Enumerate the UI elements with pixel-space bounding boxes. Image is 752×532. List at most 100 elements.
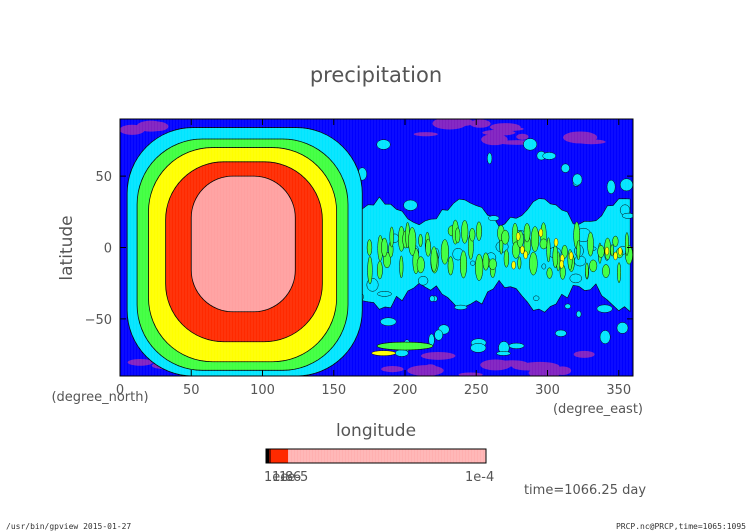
- cyan-cell: [569, 273, 583, 284]
- cyan-cell: [541, 263, 547, 270]
- colorbar-segment: [288, 449, 486, 463]
- green-cell: [475, 253, 484, 281]
- green-cell: [610, 244, 614, 257]
- green-cell: [529, 251, 538, 276]
- colorbar-segment: [266, 449, 269, 463]
- green-cell: [459, 250, 467, 279]
- cyan-cell: [496, 351, 511, 356]
- colorbar: 1e-81e-61e-5 1e-4: [264, 448, 494, 485]
- yellow-cell: [559, 260, 564, 269]
- yellow-cell: [604, 246, 610, 256]
- green-cell: [587, 231, 594, 257]
- green-cell: [447, 256, 454, 276]
- yellow-cell: [538, 228, 543, 238]
- purple-cell: [432, 119, 467, 130]
- plot-area: [119, 118, 634, 377]
- green-cell: [425, 238, 432, 257]
- y-tick-label: −50: [85, 313, 112, 328]
- cyan-cell: [488, 215, 500, 222]
- cyan-cell: [487, 152, 493, 165]
- colorbar-segment: [271, 449, 288, 463]
- south-yellow-tongue: [371, 350, 396, 356]
- cyan-cell: [454, 304, 468, 310]
- green-cell: [416, 256, 425, 274]
- purple-cell: [420, 351, 456, 360]
- x-tick-label: 100: [250, 383, 275, 398]
- green-cell: [625, 232, 629, 256]
- purple-cell: [516, 133, 529, 140]
- purple-cell: [136, 120, 166, 132]
- cyan-cell: [555, 329, 567, 337]
- purple-cell: [539, 364, 559, 372]
- green-cell: [530, 226, 540, 252]
- cyan-cell: [429, 295, 435, 302]
- cyan-cell: [377, 291, 392, 297]
- x-tick-label: 150: [321, 383, 346, 398]
- yellow-cell: [520, 245, 525, 255]
- cyan-cell: [619, 178, 633, 192]
- cyan-cell: [533, 295, 540, 301]
- x-tick-label: 0: [116, 383, 124, 398]
- green-cell: [552, 244, 559, 269]
- y-tick-label: 50: [95, 170, 112, 185]
- cyan-cell: [380, 317, 397, 327]
- green-cell: [381, 237, 388, 258]
- cyan-cell: [376, 139, 391, 150]
- green-cell: [376, 260, 383, 280]
- green-cell: [602, 264, 610, 278]
- colorbar-min-label: 1e-8: [264, 470, 293, 485]
- axes: 0 50 100 150 200 250 300 350 50 0 −50: [85, 119, 633, 398]
- green-cell: [488, 258, 497, 270]
- cyan-cell: [403, 199, 418, 211]
- green-cell: [469, 227, 476, 242]
- purple-cell: [469, 119, 491, 128]
- green-cell: [367, 256, 373, 285]
- green-cell: [512, 241, 520, 259]
- purple-cell: [127, 359, 153, 366]
- x-tick-label: 300: [535, 383, 560, 398]
- x-axis-title: longitude: [336, 421, 416, 441]
- time-label: time=1066.25 day: [524, 483, 646, 498]
- purple-cell: [417, 365, 439, 376]
- cyan-cell: [434, 329, 444, 341]
- x-tick-label: 200: [393, 383, 418, 398]
- green-cell: [418, 233, 423, 248]
- purple-cell: [512, 363, 543, 371]
- y-axis-unit: (degree_north): [51, 390, 148, 405]
- cyan-cell: [596, 304, 613, 313]
- colorbar-max-label: 1e-4: [465, 470, 494, 485]
- yellow-cell: [511, 260, 516, 270]
- green-cell: [440, 239, 449, 265]
- green-cell: [546, 237, 551, 263]
- x-axis-unit: (degree_east): [553, 402, 643, 417]
- green-cell: [576, 240, 581, 261]
- green-cell: [455, 227, 461, 244]
- purple-cell: [413, 132, 438, 137]
- purple-cell: [489, 123, 521, 132]
- green-cell: [476, 221, 482, 241]
- cyan-cell: [418, 276, 429, 286]
- green-cell: [482, 252, 490, 271]
- cyan-cell: [616, 322, 629, 334]
- cyan-cell: [564, 303, 571, 309]
- green-cell: [461, 220, 469, 244]
- x-tick-label: 50: [183, 383, 200, 398]
- purple-cell: [381, 365, 404, 373]
- cyan-cell: [576, 310, 582, 318]
- green-cell: [523, 223, 531, 243]
- green-cell: [585, 262, 589, 279]
- green-cell: [612, 235, 619, 247]
- purple-cell: [563, 131, 598, 144]
- green-cell: [430, 246, 438, 272]
- green-cell: [517, 256, 522, 270]
- colorbar-segment: [269, 449, 271, 463]
- green-cell: [399, 255, 404, 279]
- yellow-cell: [568, 251, 574, 261]
- colorbar-label: 1e-5: [279, 470, 308, 485]
- y-axis-title: latitude: [57, 215, 77, 280]
- cyan-cell: [621, 212, 633, 219]
- south-green-tongue: [376, 341, 434, 351]
- yellow-cell: [523, 250, 528, 260]
- green-cell: [589, 259, 598, 273]
